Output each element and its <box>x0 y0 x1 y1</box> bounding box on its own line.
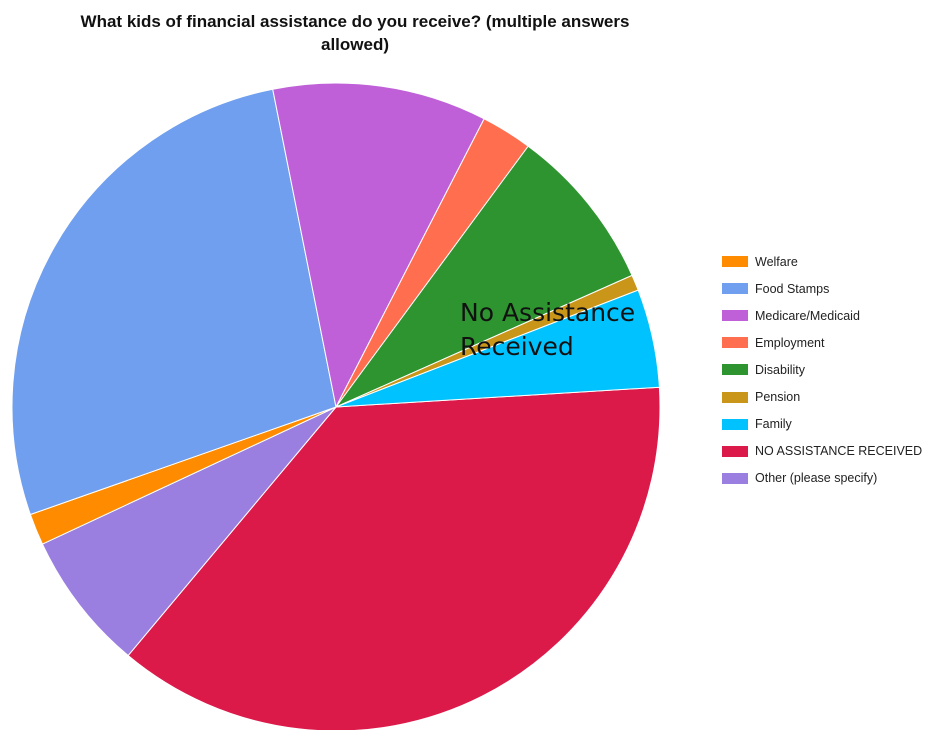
legend-item: Other (please specify) <box>722 465 922 492</box>
legend-item: Pension <box>722 383 922 410</box>
pie-slice-food-stamps <box>11 88 337 516</box>
chart-legend: Welfare Food Stamps Medicare/Medicaid Emplo… <box>722 248 922 492</box>
legend-swatch <box>722 445 748 457</box>
legend-item: NO ASSISTANCE RECEIVED <box>722 438 922 465</box>
legend-item: Employment <box>722 329 922 356</box>
legend-swatch <box>722 337 748 349</box>
legend-label: NO ASSISTANCE RECEIVED <box>755 444 923 459</box>
legend-swatch <box>722 391 748 403</box>
legend-swatch <box>722 418 748 430</box>
legend-item: Medicare/Medicaid <box>722 302 922 329</box>
legend-label: Disability <box>755 362 806 377</box>
legend-swatch <box>722 283 748 295</box>
annotation-line-1: No Assistance <box>460 298 636 327</box>
pie-slice-other-please-specify <box>41 406 337 657</box>
legend-label: Pension <box>755 390 801 405</box>
legend-label: Employment <box>755 335 825 350</box>
pie-slice-family <box>335 289 660 408</box>
pie-slices <box>11 82 661 730</box>
annotation-line-2: Received <box>460 332 574 361</box>
legend-swatch <box>722 472 748 484</box>
legend-label: Food Stamps <box>755 281 830 296</box>
legend-item: Food Stamps <box>722 275 922 302</box>
legend-item: Disability <box>722 356 922 383</box>
chart-title: What kids of financial assistance do you… <box>80 12 630 54</box>
legend-swatch <box>722 310 748 322</box>
legend-label: Welfare <box>755 254 798 269</box>
legend-swatch <box>722 256 748 268</box>
pie-slice-medicare-medicaid <box>272 82 485 409</box>
legend-label: Other (please specify) <box>755 471 878 486</box>
legend-swatch <box>722 364 748 376</box>
legend-label: Family <box>755 417 792 432</box>
pie-slice-no-assistance-received <box>127 386 661 730</box>
legend-item: Welfare <box>722 248 922 275</box>
legend-item: Family <box>722 411 922 438</box>
legend-label: Medicare/Medicaid <box>755 308 860 323</box>
pie-slice-disability <box>334 145 633 409</box>
pie-annotation: No Assistance Received <box>460 296 635 364</box>
